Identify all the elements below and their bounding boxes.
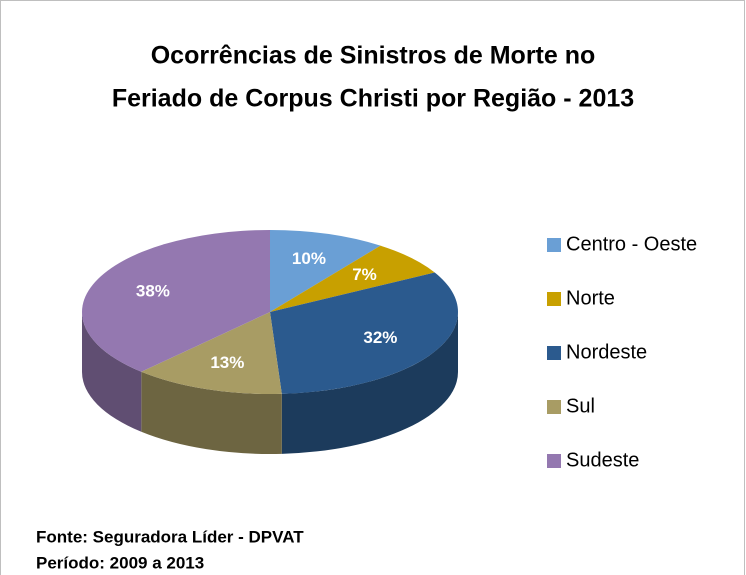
legend-swatch [547,454,561,468]
pie-slice-side [82,312,142,432]
source-note: Fonte: Seguradora Líder - DPVAT [36,527,304,546]
legend-label: Nordeste [566,341,647,363]
pie-slice [270,272,458,394]
legend-label: Norte [566,287,615,309]
pie-slice [270,245,435,312]
pie-slice-side [281,312,458,454]
chart-title: Ocorrências de Sinistros de Morte no [151,42,596,70]
pie-slice [270,230,381,312]
data-label: 38% [136,281,170,300]
period-note: Período: 2009 a 2013 [36,553,204,572]
legend-label: Sudeste [566,449,639,471]
data-label: 10% [292,249,326,268]
legend-swatch [547,292,561,306]
data-label: 13% [210,353,244,372]
pie-slice [82,230,271,372]
data-label: 32% [363,328,397,347]
legend-label: Sul [566,395,595,417]
legend-swatch [547,346,561,360]
pie-slice-side [141,371,282,454]
data-label: 7% [352,265,377,284]
chart-title: Feriado de Corpus Christi por Região - 2… [112,85,634,113]
legend-swatch [547,400,561,414]
legend-label: Centro - Oeste [566,233,697,255]
pie-slice [141,312,282,394]
legend-swatch [547,238,561,252]
